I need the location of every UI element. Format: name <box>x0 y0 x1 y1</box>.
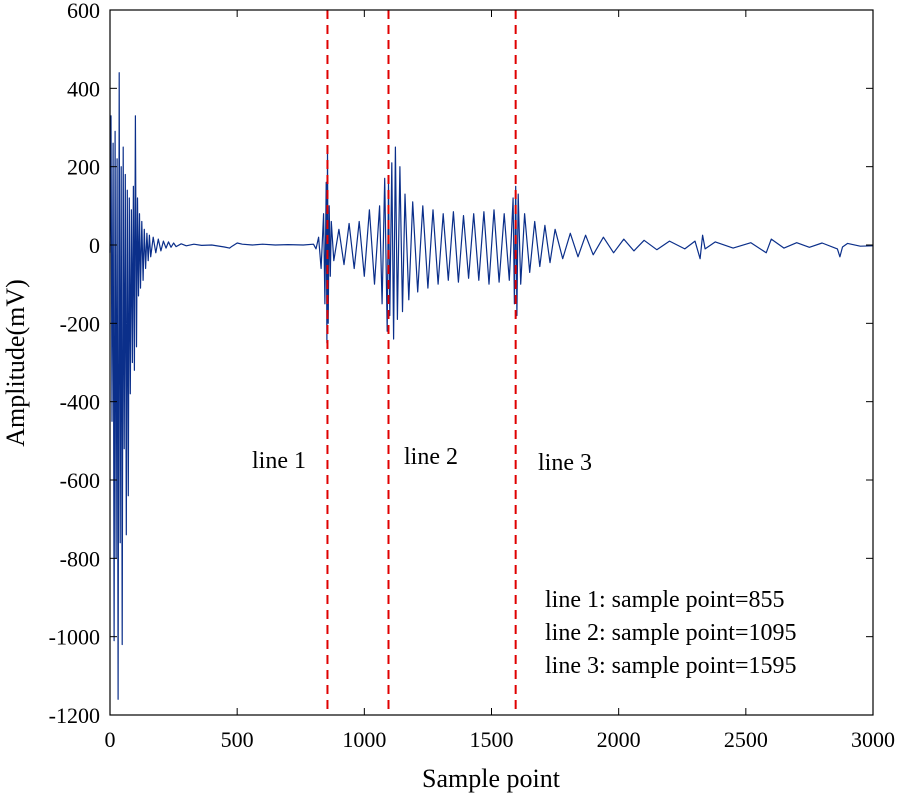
y-tick-label--400: -400 <box>60 390 100 415</box>
tick-layer: 0 500 1000 1500 2000 2500 30006004002000-200-4… <box>49 0 895 752</box>
y-tick-label--200: -200 <box>60 311 100 336</box>
annotation-line-1: line 1: sample point=855 <box>545 587 785 613</box>
x-tick-label-2500: 2500 <box>724 727 768 752</box>
y-tick-label--800: -800 <box>60 546 100 571</box>
vline-label-line-1: line 1 <box>252 448 306 474</box>
y-tick-label--1000: -1000 <box>49 625 100 650</box>
y-tick-label-200: 200 <box>67 155 100 180</box>
x-tick-label-0: 0 <box>105 727 116 752</box>
x-axis-label: Sample point <box>422 764 561 793</box>
vline-layer <box>326 10 517 715</box>
y-axis-label: Amplitude(mV) <box>1 279 30 447</box>
y-tick-label-400: 400 <box>67 76 100 101</box>
y-tick-label-0: 0 <box>89 233 100 258</box>
vline-label-line-2: line 2 <box>404 444 458 470</box>
x-tick-label-500: 500 <box>221 727 254 752</box>
y-tick-label--600: -600 <box>60 468 100 493</box>
annotation-line-3: line 3: sample point=1595 <box>545 653 797 679</box>
series-layer <box>109 72 874 700</box>
x-tick-label-2000: 2000 <box>597 727 641 752</box>
y-tick-label-600: 600 <box>67 0 100 23</box>
x-tick-label-1500: 1500 <box>470 727 514 752</box>
vline-label-line-3: line 3 <box>538 450 592 476</box>
series-line-signal <box>109 72 874 700</box>
y-tick-label--1200: -1200 <box>49 703 100 728</box>
x-tick-label-3000: 3000 <box>851 727 895 752</box>
x-tick-label-1000: 1000 <box>342 727 386 752</box>
annotation-line-2: line 2: sample point=1095 <box>545 620 797 646</box>
